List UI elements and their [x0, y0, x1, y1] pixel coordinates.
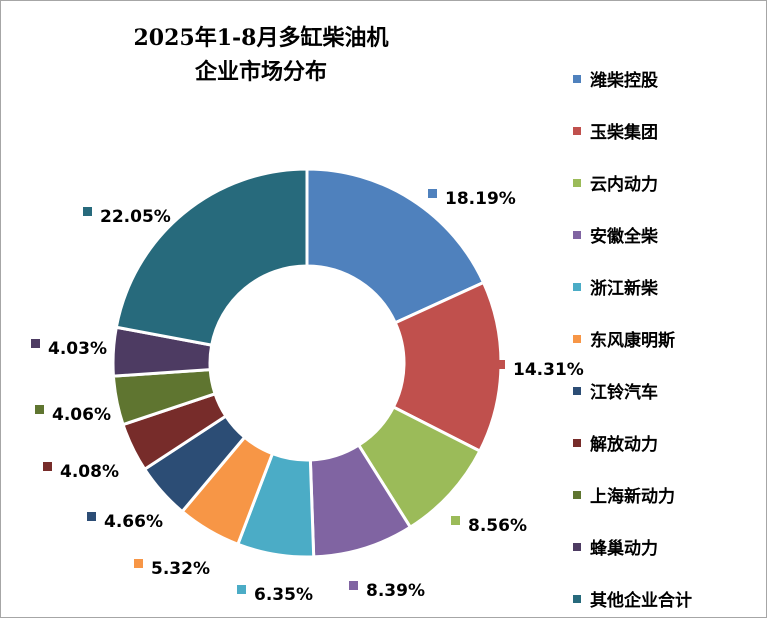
legend-marker-3: [573, 179, 581, 187]
data-label-10: 4.03%: [48, 339, 107, 359]
legend-marker-1: [573, 75, 581, 83]
legend-marker-4: [573, 231, 581, 239]
legend-label-4: 安徽全柴: [590, 226, 659, 247]
data-label-marker-10: [31, 339, 40, 348]
legend-marker-10: [573, 543, 581, 551]
chart-title-line-1: 2025年1-8月多缸柴油机: [134, 25, 389, 51]
legend-label-10: 蜂巢动力: [590, 538, 658, 559]
donut-slices: [111, 167, 503, 559]
data-label-marker-8: [43, 462, 52, 471]
legend-label-7: 江铃汽车: [590, 382, 658, 403]
data-label-marker-7: [87, 512, 96, 521]
legend-label-1: 潍柴控股: [590, 70, 658, 91]
donut-slice-11: [114, 167, 309, 347]
legend: 潍柴控股玉柴集团云内动力安徽全柴浙江新柴东风康明斯江铃汽车解放动力上海新动力蜂巢…: [573, 70, 692, 611]
legend-label-5: 浙江新柴: [590, 278, 659, 299]
legend-marker-9: [573, 491, 581, 499]
legend-marker-5: [573, 283, 581, 291]
data-label-2: 14.31%: [513, 360, 584, 380]
chart-title-line-2: 企业市场分布: [194, 59, 327, 85]
legend-label-6: 东风康明斯: [590, 330, 675, 351]
legend-label-2: 玉柴集团: [590, 122, 658, 143]
legend-marker-11: [573, 595, 581, 603]
data-label-marker-4: [349, 581, 358, 590]
donut-slice-2: [391, 280, 503, 454]
legend-marker-2: [573, 127, 581, 135]
data-label-6: 5.32%: [151, 559, 210, 579]
data-label-marker-2: [496, 360, 505, 369]
legend-marker-8: [573, 439, 581, 447]
legend-label-9: 上海新动力: [590, 486, 675, 507]
data-label-marker-3: [451, 516, 460, 525]
data-label-marker-11: [83, 207, 92, 216]
legend-marker-6: [573, 335, 581, 343]
legend-label-8: 解放动力: [590, 434, 658, 455]
data-label-9: 4.06%: [52, 405, 111, 425]
data-label-1: 18.19%: [445, 189, 516, 209]
data-label-marker-6: [134, 559, 143, 568]
data-label-8: 4.08%: [60, 462, 119, 482]
data-labels: 18.19% 14.31% 8.56% 8.39% 6.35% 5.32% 4.66% 4.0…: [31, 189, 584, 605]
data-label-marker-5: [237, 585, 246, 594]
donut-slice-1: [305, 167, 486, 325]
legend-label-3: 云内动力: [590, 174, 658, 195]
legend-label-11: 其他企业合计: [590, 590, 692, 611]
data-label-4: 8.39%: [366, 581, 425, 601]
data-label-marker-9: [35, 405, 44, 414]
data-label-11: 22.05%: [100, 207, 171, 227]
data-label-5: 6.35%: [254, 585, 313, 605]
data-label-3: 8.56%: [468, 516, 527, 536]
chart-title: 2025年1-8月多缸柴油机 企业市场分布: [134, 25, 389, 85]
data-label-marker-1: [428, 189, 437, 198]
data-label-7: 4.66%: [104, 512, 163, 532]
legend-marker-7: [573, 387, 581, 395]
